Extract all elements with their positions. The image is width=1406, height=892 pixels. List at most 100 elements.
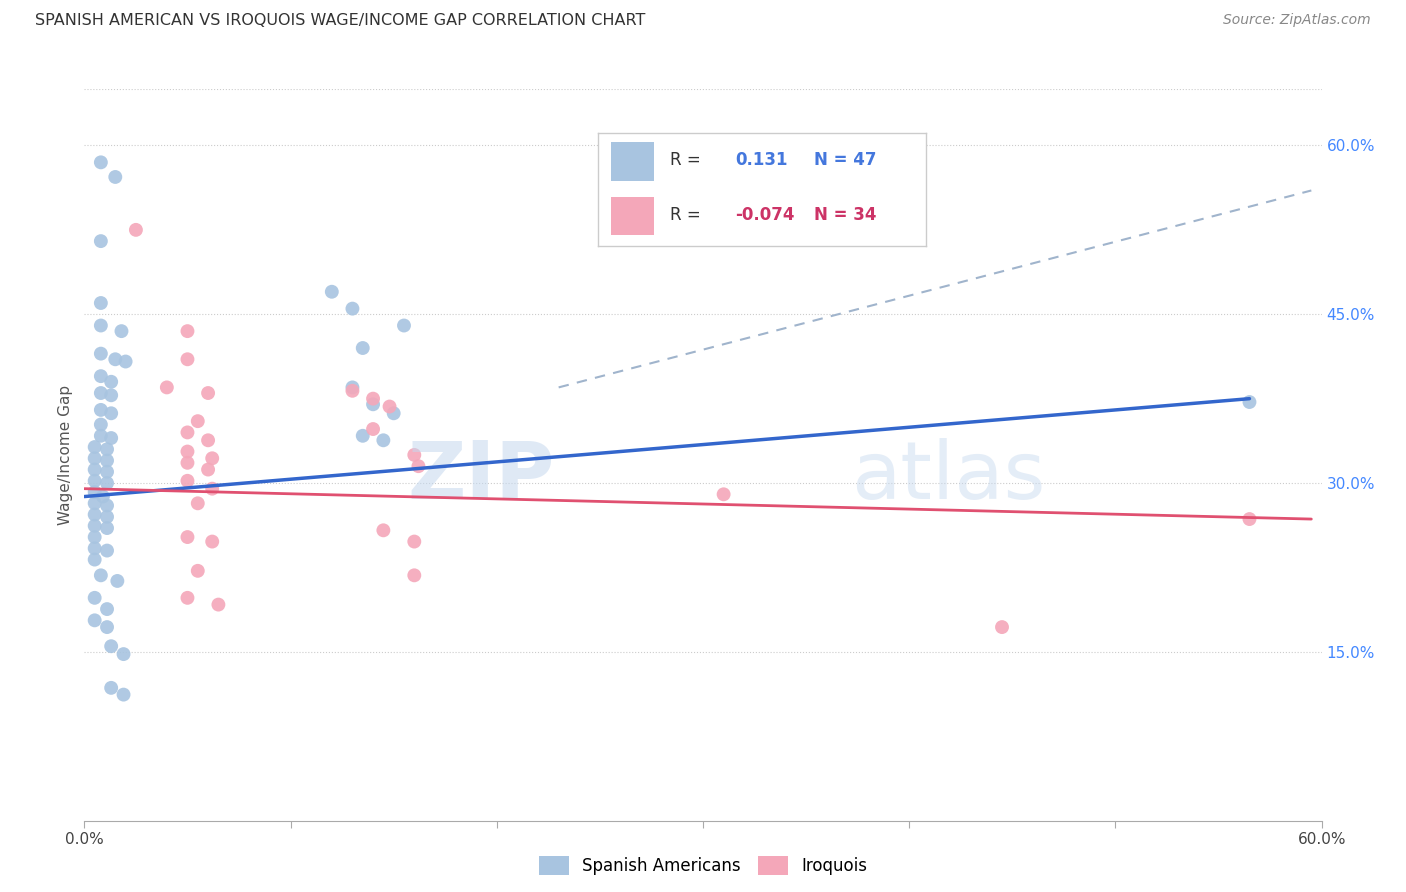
Point — [114, 354, 136, 368]
Text: N = 47: N = 47 — [814, 152, 877, 169]
Point — [352, 341, 374, 355]
Point — [96, 602, 118, 616]
Point — [187, 564, 209, 578]
Legend: Spanish Americans, Iroquois: Spanish Americans, Iroquois — [533, 849, 873, 882]
Point — [90, 346, 112, 360]
Text: ZIP: ZIP — [408, 438, 554, 516]
Point — [90, 369, 112, 384]
Text: Source: ZipAtlas.com: Source: ZipAtlas.com — [1223, 13, 1371, 28]
Point — [373, 524, 395, 538]
Point — [112, 647, 135, 661]
Point — [96, 442, 118, 457]
Point — [100, 639, 122, 653]
Point — [96, 509, 118, 524]
Point — [392, 318, 415, 333]
Point — [96, 453, 118, 467]
Point — [83, 440, 105, 454]
Point — [176, 324, 198, 338]
Point — [110, 324, 132, 338]
Point — [378, 400, 401, 414]
Point — [197, 434, 219, 448]
Point — [176, 530, 198, 544]
Point — [361, 397, 384, 411]
Text: N = 34: N = 34 — [814, 206, 877, 224]
Text: 0.131: 0.131 — [735, 152, 787, 169]
Point — [112, 688, 135, 702]
Point — [83, 530, 105, 544]
Text: R =: R = — [671, 152, 700, 169]
Point — [83, 541, 105, 556]
Point — [83, 591, 105, 605]
Point — [361, 422, 384, 436]
Point — [83, 518, 105, 533]
Point — [176, 352, 198, 367]
Point — [83, 485, 105, 500]
Point — [201, 451, 224, 466]
Point — [1239, 395, 1261, 409]
Point — [176, 474, 198, 488]
Point — [382, 406, 405, 420]
Point — [83, 462, 105, 476]
Point — [90, 568, 112, 582]
Point — [100, 406, 122, 420]
Point — [96, 543, 118, 558]
Point — [100, 388, 122, 402]
Point — [176, 425, 198, 440]
Point — [197, 462, 219, 476]
Point — [90, 403, 112, 417]
Point — [83, 496, 105, 510]
Text: R =: R = — [671, 206, 700, 224]
Bar — [612, 142, 654, 181]
Point — [713, 487, 735, 501]
Point — [342, 301, 364, 316]
Point — [90, 155, 112, 169]
Point — [404, 534, 426, 549]
Point — [91, 490, 114, 504]
Point — [125, 223, 148, 237]
Point — [90, 386, 112, 401]
Point — [176, 456, 198, 470]
Point — [96, 476, 118, 491]
Point — [991, 620, 1014, 634]
Point — [90, 318, 112, 333]
Point — [201, 482, 224, 496]
Point — [361, 392, 384, 406]
Point — [373, 434, 395, 448]
Point — [104, 169, 127, 184]
Point — [105, 574, 128, 588]
Text: SPANISH AMERICAN VS IROQUOIS WAGE/INCOME GAP CORRELATION CHART: SPANISH AMERICAN VS IROQUOIS WAGE/INCOME… — [35, 13, 645, 29]
Point — [104, 352, 127, 367]
Point — [342, 380, 364, 394]
Point — [197, 386, 219, 401]
Point — [321, 285, 343, 299]
Point — [96, 465, 118, 479]
Point — [100, 431, 122, 445]
Point — [352, 429, 374, 443]
Point — [83, 552, 105, 566]
Point — [90, 296, 112, 310]
Point — [404, 568, 426, 582]
Point — [83, 613, 105, 627]
Point — [156, 380, 179, 394]
Point — [90, 417, 112, 432]
Point — [176, 444, 198, 458]
Point — [96, 521, 118, 535]
Point — [1239, 512, 1261, 526]
Point — [83, 474, 105, 488]
Point — [201, 534, 224, 549]
Text: atlas: atlas — [852, 438, 1046, 516]
Bar — [612, 196, 654, 235]
Text: -0.074: -0.074 — [735, 206, 794, 224]
Point — [176, 591, 198, 605]
Point — [90, 234, 112, 248]
Point — [100, 375, 122, 389]
Point — [83, 508, 105, 522]
Point — [342, 384, 364, 398]
Point — [96, 499, 118, 513]
Point — [187, 414, 209, 428]
Point — [404, 448, 426, 462]
Point — [408, 459, 430, 474]
Y-axis label: Wage/Income Gap: Wage/Income Gap — [58, 384, 73, 525]
Point — [96, 620, 118, 634]
Point — [90, 429, 112, 443]
